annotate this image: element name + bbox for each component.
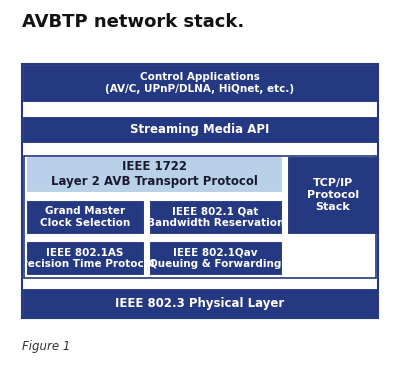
Bar bbox=[26, 241, 144, 275]
Bar bbox=[22, 288, 378, 318]
Bar bbox=[149, 241, 282, 275]
Bar bbox=[22, 116, 378, 143]
Bar bbox=[24, 156, 376, 278]
Bar bbox=[26, 156, 282, 192]
Bar bbox=[149, 200, 282, 234]
Text: IEEE 802.3 Physical Layer: IEEE 802.3 Physical Layer bbox=[115, 297, 285, 309]
Text: Control Applications
(AV/C, UPnP/DLNA, HiQnet, etc.): Control Applications (AV/C, UPnP/DLNA, H… bbox=[106, 72, 294, 94]
Text: TCP/IP
Protocol
Stack: TCP/IP Protocol Stack bbox=[306, 178, 359, 212]
Bar bbox=[26, 200, 144, 234]
Text: Figure 1: Figure 1 bbox=[22, 340, 70, 353]
Text: Streaming Media API: Streaming Media API bbox=[130, 123, 270, 136]
Bar bbox=[287, 156, 378, 234]
Text: IEEE 802.1 Qat
Bandwidth Reservation: IEEE 802.1 Qat Bandwidth Reservation bbox=[147, 206, 284, 228]
Text: IEEE 802.1AS
Precision Time Protocol: IEEE 802.1AS Precision Time Protocol bbox=[15, 247, 155, 269]
Bar bbox=[22, 64, 378, 318]
Text: IEEE 802.1Qav
Queuing & Forwarding: IEEE 802.1Qav Queuing & Forwarding bbox=[150, 247, 282, 269]
Bar bbox=[22, 64, 378, 102]
Text: IEEE 1722
Layer 2 AVB Transport Protocol: IEEE 1722 Layer 2 AVB Transport Protocol bbox=[50, 160, 258, 188]
Text: Grand Master
Clock Selection: Grand Master Clock Selection bbox=[40, 206, 130, 228]
Text: AVBTP network stack.: AVBTP network stack. bbox=[22, 13, 244, 31]
